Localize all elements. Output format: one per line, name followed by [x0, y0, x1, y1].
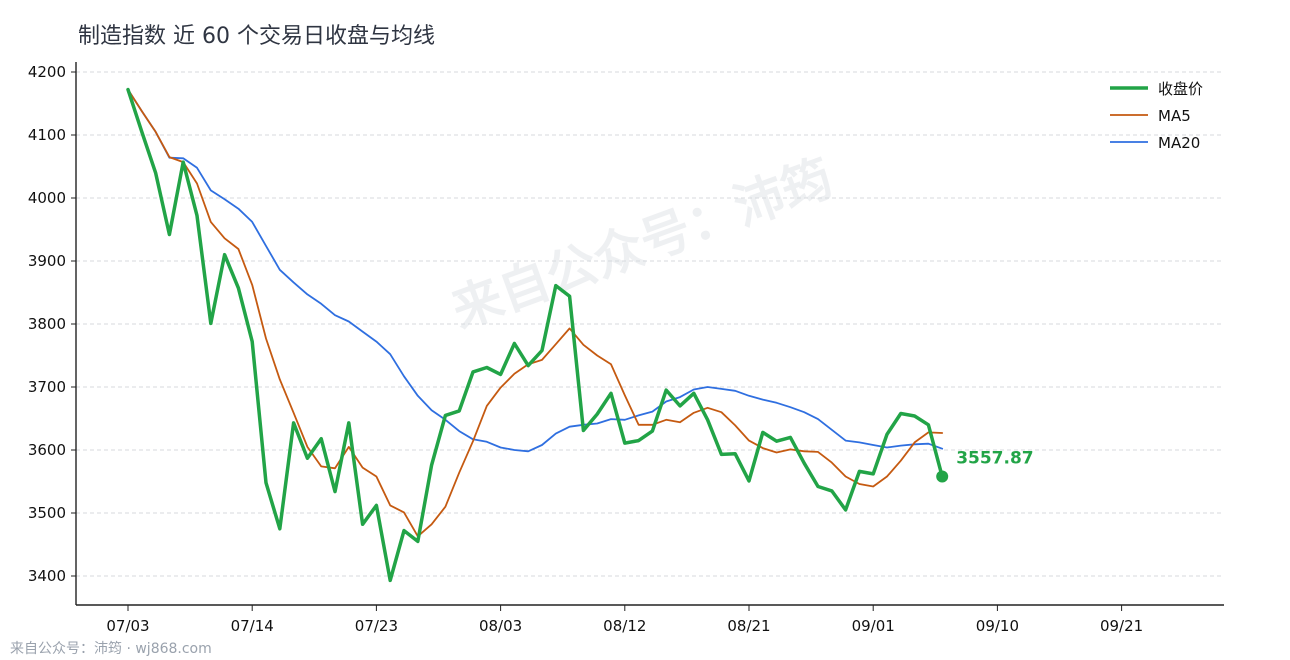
y-tick-label: 3500 — [28, 504, 66, 522]
x-tick-label: 08/21 — [727, 617, 770, 635]
last-close-label: 3557.87 — [956, 449, 1033, 469]
x-tick-label: 09/10 — [976, 617, 1019, 635]
series-line-close — [126, 87, 944, 583]
y-tick-label: 3600 — [28, 441, 66, 459]
series-layer: 3557.87 — [126, 87, 1034, 583]
axes-layer: 3400 3500 3600 3700 3800 3900 4000 4100 4200 07/0… — [28, 62, 1224, 635]
legend-label: MA20 — [1158, 134, 1200, 152]
chart-title: 制造指数 近 60 个交易日收盘与均线 — [78, 24, 435, 49]
y-tick-label: 3400 — [28, 567, 66, 585]
x-tick-label: 07/14 — [231, 617, 274, 635]
y-tick-label: 3700 — [28, 378, 66, 396]
y-tick-label: 3900 — [28, 252, 66, 270]
legend: 收盘价 MA5 MA20 — [1110, 80, 1203, 152]
last-close-point — [936, 470, 949, 483]
x-tick-label: 08/03 — [479, 617, 522, 635]
x-tick-label: 09/01 — [852, 617, 895, 635]
grid-layer — [76, 71, 1224, 577]
footer-note: 来自公众号：沛筠 · wj868.com — [10, 641, 212, 657]
x-tick-label: 09/21 — [1100, 617, 1143, 635]
series-line-ma20 — [127, 88, 944, 453]
y-tick-label: 4100 — [28, 126, 66, 144]
y-tick-label: 3800 — [28, 315, 66, 333]
x-tick-label: 07/23 — [355, 617, 398, 635]
watermark-layer: 来自公众号：沛筠 — [444, 148, 840, 339]
watermark-text: 来自公众号：沛筠 — [444, 148, 840, 339]
x-tick-label: 08/12 — [603, 617, 646, 635]
legend-label: MA5 — [1158, 107, 1191, 125]
y-tick-label: 4000 — [28, 189, 66, 207]
x-tick-label: 07/03 — [106, 617, 149, 635]
y-tick-label: 4200 — [28, 63, 66, 81]
legend-label: 收盘价 — [1158, 80, 1203, 98]
series-line-ma5 — [127, 88, 944, 538]
